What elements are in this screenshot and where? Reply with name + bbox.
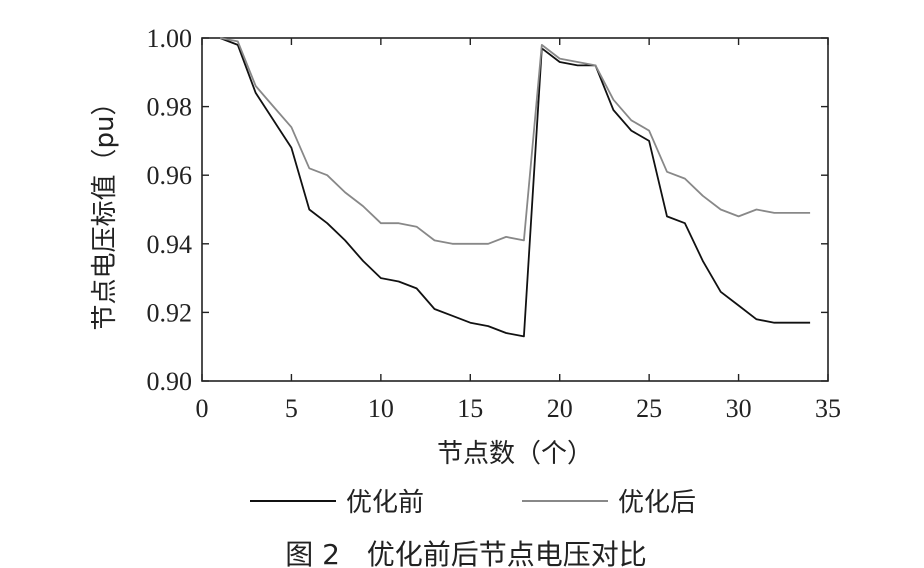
x-tick-label: 0 <box>196 394 209 423</box>
y-tick-label: 0.96 <box>147 161 193 190</box>
figure-caption: 图 2 优化前后节点电压对比 <box>285 538 646 568</box>
legend: 优化前 优化后 <box>250 488 696 518</box>
series-line-after <box>219 37 811 245</box>
x-tick-label: 20 <box>547 394 573 423</box>
x-axis-ticks: 0 5 10 15 20 25 30 35 <box>196 38 841 423</box>
plot-area-frame <box>201 37 829 382</box>
legend-label-before: 优化前 <box>346 488 424 518</box>
x-tick-label: 10 <box>368 394 394 423</box>
x-tick-label: 35 <box>815 394 841 423</box>
y-tick-label: 0.94 <box>147 230 193 259</box>
legend-label-after: 优化后 <box>618 488 696 518</box>
x-axis-label: 节点数（个） <box>437 439 593 469</box>
y-tick-label: 1.00 <box>147 24 193 53</box>
x-tick-label: 25 <box>636 394 662 423</box>
y-axis-ticks: 0.90 0.92 0.94 0.96 0.98 1.00 <box>147 24 828 396</box>
series-line-before <box>219 37 811 338</box>
y-axis-label: 节点电压标值（pu） <box>90 90 120 331</box>
x-tick-label: 30 <box>726 394 752 423</box>
y-tick-label: 0.98 <box>147 93 193 122</box>
x-tick-label: 5 <box>285 394 298 423</box>
series-lines <box>219 37 811 338</box>
x-tick-label: 15 <box>457 394 483 423</box>
y-tick-label: 0.92 <box>147 298 193 327</box>
y-tick-label: 0.90 <box>147 367 193 396</box>
